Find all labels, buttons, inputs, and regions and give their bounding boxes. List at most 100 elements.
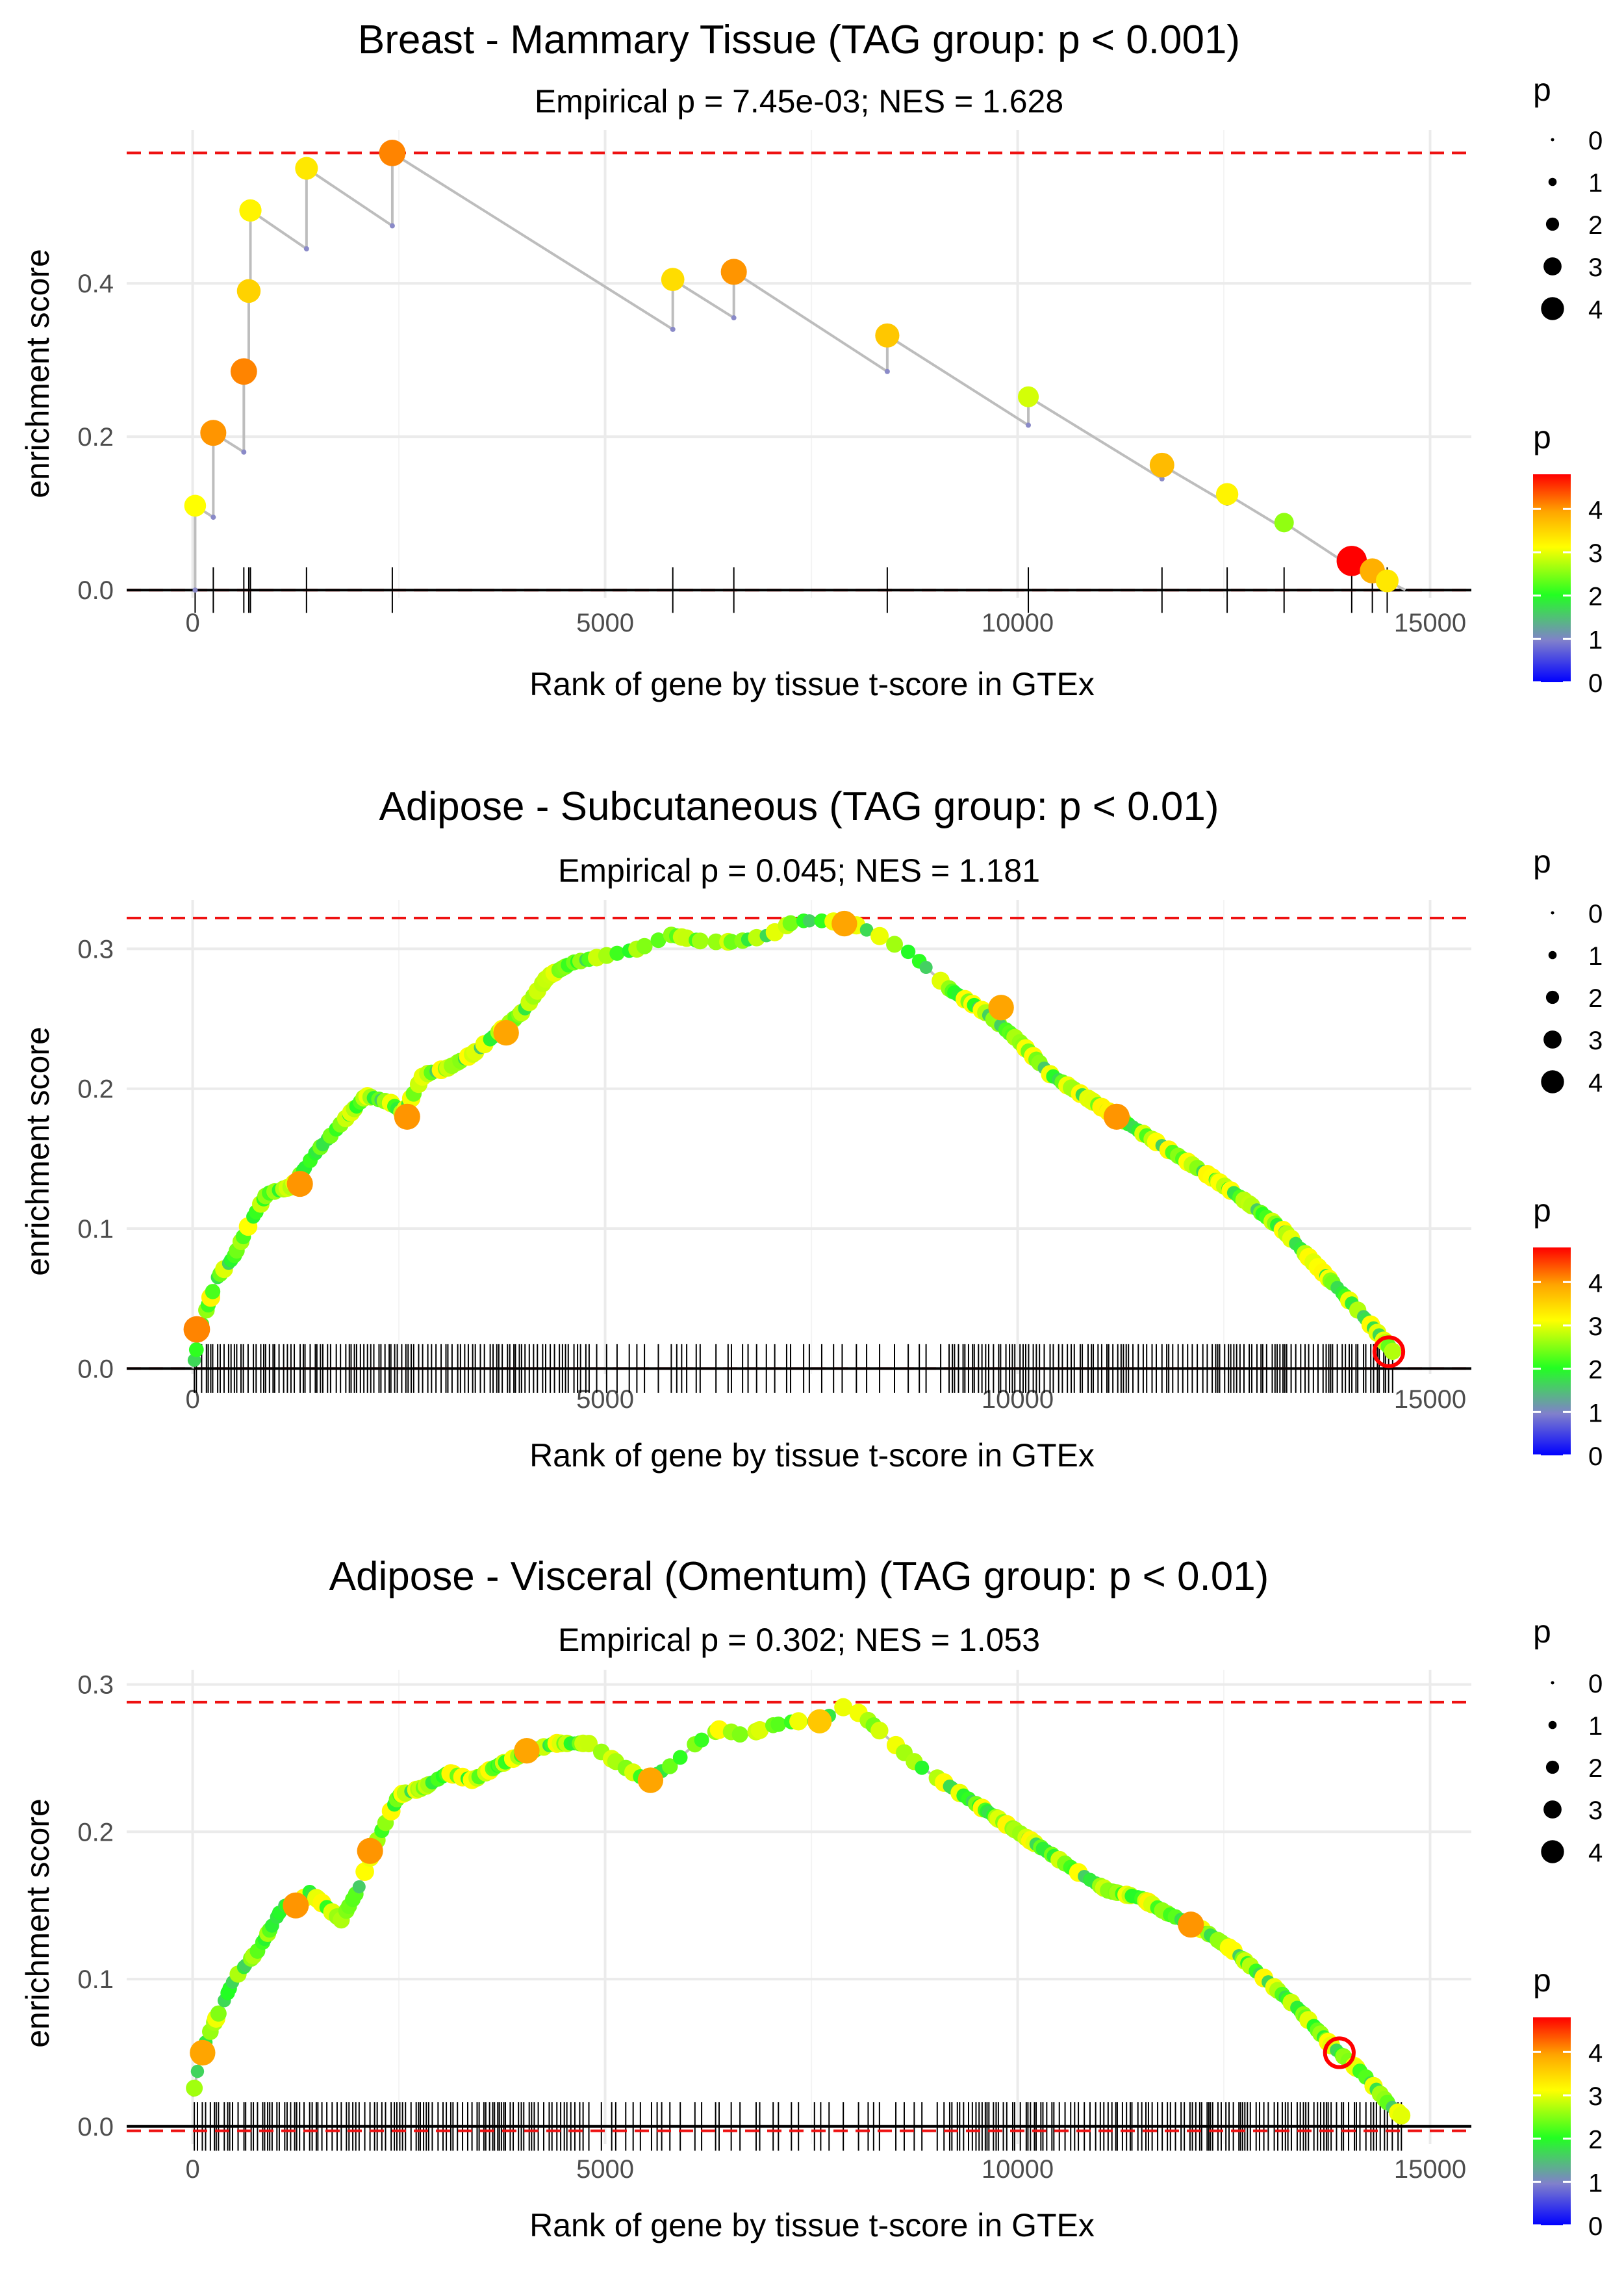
color-legend-title: p xyxy=(1533,1192,1551,1229)
panel-subtitle: Empirical p = 0.045; NES = 1.181 xyxy=(558,852,1040,889)
hit-point xyxy=(1215,483,1239,505)
hit-point xyxy=(915,1760,930,1775)
size-legend-label: 3 xyxy=(1588,1796,1603,1825)
y-tick-label: 0.2 xyxy=(77,423,114,452)
x-tick-label: 15000 xyxy=(1394,2155,1466,2184)
y-tick-label: 0.3 xyxy=(77,935,114,964)
size-legend-dot xyxy=(1543,1800,1562,1819)
hit-point xyxy=(352,1880,366,1894)
hit-point xyxy=(190,2039,216,2066)
running-point xyxy=(192,587,198,593)
axis-ticks: 0 5000 10000 15000 0.0 0.2 0.4 xyxy=(77,270,1466,637)
y-tick-label: 0.0 xyxy=(77,2113,114,2141)
running-point xyxy=(241,449,247,455)
color-legend: p 4 3 2 1 0 xyxy=(1533,419,1603,698)
panel-title: Adipose - Visceral (Omentum) (TAG group:… xyxy=(329,1554,1269,1599)
size-legend-label: 0 xyxy=(1588,1670,1603,1698)
color-legend-label: 2 xyxy=(1588,583,1603,611)
running-point xyxy=(670,326,676,332)
color-legend-bar xyxy=(1533,2017,1571,2225)
running-point xyxy=(210,515,216,520)
color-legend-label: 0 xyxy=(1588,669,1603,698)
hit-point xyxy=(661,1758,678,1774)
y-tick-label: 0.1 xyxy=(77,1965,114,1994)
running-sum-line xyxy=(191,919,1394,1369)
hit-point xyxy=(802,914,817,928)
x-tick-label: 15000 xyxy=(1394,1385,1466,1414)
hit-point xyxy=(184,494,207,517)
hit-point xyxy=(731,1726,748,1743)
color-legend-label: 1 xyxy=(1588,1399,1603,1427)
hit-point xyxy=(357,1837,383,1864)
hit-point xyxy=(870,1721,889,1740)
color-legend-label: 0 xyxy=(1588,2212,1603,2241)
hit-point xyxy=(205,1284,221,1299)
hit-point xyxy=(186,2079,203,2097)
color-legend: p 4 3 2 1 0 xyxy=(1533,1192,1603,1471)
hit-point xyxy=(1392,2106,1411,2125)
color-legend-label: 3 xyxy=(1588,539,1603,568)
color-legend-label: 4 xyxy=(1588,1269,1603,1297)
hit-point xyxy=(580,1735,598,1753)
hit-point xyxy=(210,2005,227,2022)
hit-point xyxy=(514,1738,540,1764)
running-point xyxy=(1026,422,1032,428)
size-legend-dot xyxy=(1545,1760,1560,1774)
running-point xyxy=(1159,476,1165,482)
x-axis-label: Rank of gene by tissue t-score in GTEx xyxy=(529,2207,1095,2243)
x-tick-label: 10000 xyxy=(982,609,1054,637)
hit-point xyxy=(183,1316,210,1343)
hit-point xyxy=(691,932,709,950)
hit-point xyxy=(886,936,903,953)
hit-point xyxy=(1017,386,1039,407)
panel-breast: Breast - Mammary Tissue (TAG group: p < … xyxy=(19,18,1603,702)
x-tick-label: 5000 xyxy=(576,1385,634,1414)
color-legend-label: 1 xyxy=(1588,2169,1603,2197)
hit-point xyxy=(1323,2036,1356,2069)
size-legend-label: 3 xyxy=(1588,253,1603,282)
size-legend-dot xyxy=(1548,1720,1557,1730)
hit-point xyxy=(875,323,900,348)
grid xyxy=(127,130,1471,598)
size-legend: p 0 1 2 3 4 xyxy=(1533,1613,1603,1867)
x-tick-label: 0 xyxy=(185,609,199,637)
size-legend-dot xyxy=(1548,177,1557,186)
size-legend-label: 2 xyxy=(1588,1754,1603,1783)
hit-point xyxy=(919,960,933,975)
running-point xyxy=(389,223,395,229)
size-legend-label: 4 xyxy=(1588,1069,1603,1097)
hit-point xyxy=(672,1750,688,1765)
hit-point xyxy=(859,923,874,937)
color-legend-bar xyxy=(1533,474,1571,682)
size-legend-label: 0 xyxy=(1588,127,1603,155)
size-legend-dot xyxy=(1551,1681,1554,1685)
running-point xyxy=(884,368,890,374)
size-legend-dot xyxy=(1545,990,1560,1004)
y-tick-label: 0.4 xyxy=(77,270,114,298)
y-tick-label: 0.1 xyxy=(77,1215,114,1244)
x-tick-label: 5000 xyxy=(576,2155,634,2184)
axis-ticks: 0 5000 10000 15000 0.0 0.1 0.2 0.3 xyxy=(77,935,1466,1414)
color-legend-label: 4 xyxy=(1588,2039,1603,2067)
y-tick-label: 0.3 xyxy=(77,1671,114,1700)
size-legend-dot xyxy=(1541,297,1564,320)
hit-point xyxy=(834,1698,853,1717)
hit-point xyxy=(379,140,406,166)
color-legend-label: 2 xyxy=(1588,1356,1603,1385)
hit-point xyxy=(1274,513,1294,533)
y-tick-label: 0.0 xyxy=(77,1355,114,1383)
hit-point xyxy=(295,157,318,180)
hit-point xyxy=(750,1721,769,1739)
y-axis-label: enrichment score xyxy=(19,249,56,498)
size-legend-dot xyxy=(1543,257,1562,275)
size-legend-label: 3 xyxy=(1588,1027,1603,1055)
hit-point xyxy=(355,1862,374,1882)
hit-point xyxy=(200,420,227,446)
size-legend-title: p xyxy=(1533,843,1551,880)
hit-point xyxy=(650,932,666,949)
hit-point xyxy=(661,268,685,292)
running-point xyxy=(303,246,309,251)
hit-point xyxy=(1375,569,1399,593)
size-legend-label: 0 xyxy=(1588,900,1603,928)
color-legend-label: 4 xyxy=(1588,496,1603,524)
